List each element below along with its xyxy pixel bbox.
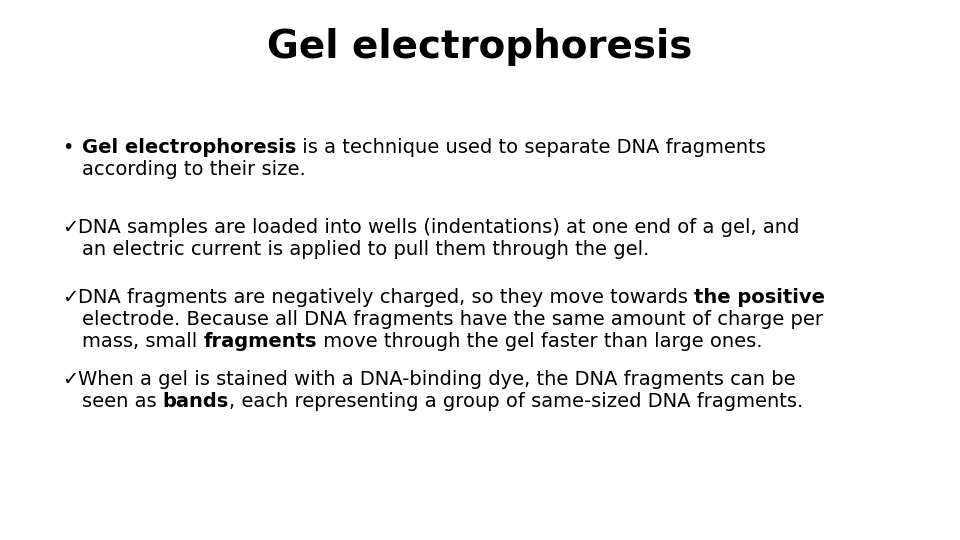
Text: the positive: the positive [694, 288, 826, 307]
Text: move through the gel faster than large ones.: move through the gel faster than large o… [317, 332, 762, 351]
Text: •: • [62, 138, 73, 157]
Text: When a gel is stained with a DNA-binding dye, the DNA fragments can be: When a gel is stained with a DNA-binding… [79, 370, 796, 389]
Text: according to their size.: according to their size. [82, 160, 305, 179]
Text: seen as: seen as [82, 392, 163, 411]
Text: electrode. Because all DNA fragments have the same amount of charge per: electrode. Because all DNA fragments hav… [82, 310, 823, 329]
Text: is a technique used to separate DNA fragments: is a technique used to separate DNA frag… [297, 138, 766, 157]
Text: ✓: ✓ [62, 218, 79, 237]
Text: DNA fragments are negatively charged, so they move towards: DNA fragments are negatively charged, so… [79, 288, 694, 307]
Text: Gel electrophoresis: Gel electrophoresis [82, 138, 297, 157]
Text: ✓: ✓ [62, 288, 79, 307]
Text: mass, small: mass, small [82, 332, 204, 351]
Text: DNA samples are loaded into wells (indentations) at one end of a gel, and: DNA samples are loaded into wells (inden… [79, 218, 800, 237]
Text: fragments: fragments [204, 332, 317, 351]
Text: ✓: ✓ [62, 370, 79, 389]
Text: Gel electrophoresis: Gel electrophoresis [267, 28, 693, 66]
Text: an electric current is applied to pull them through the gel.: an electric current is applied to pull t… [82, 240, 649, 259]
Text: , each representing a group of same-sized DNA fragments.: , each representing a group of same-size… [229, 392, 804, 411]
Text: bands: bands [163, 392, 229, 411]
